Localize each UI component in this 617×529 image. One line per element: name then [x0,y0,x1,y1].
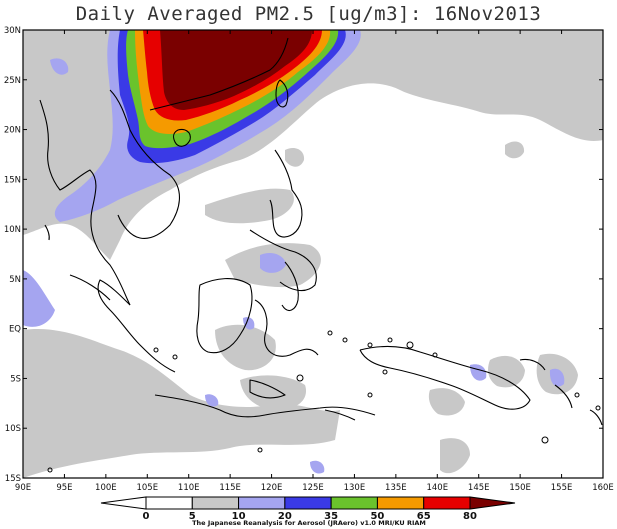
map-panel [22,29,604,479]
lat-label: 30N [4,26,21,36]
colorbar-segment [330,496,378,510]
lat-label: 15N [4,175,21,185]
lon-label: 130E [344,483,366,493]
lat-label: 10N [4,225,21,235]
data-credit: The Japanese Reanalysis for Aerosol (JRA… [192,519,426,527]
colorbar-level-label: 0 [143,511,150,522]
lon-label: 100E [95,483,117,493]
colorbar [100,496,516,510]
lon-label: 115E [219,483,241,493]
lon-label: 140E [426,483,448,493]
lon-label: 110E [178,483,200,493]
lon-label: 135E [385,483,407,493]
colorbar-level-label: 10 [232,511,246,522]
lon-label: 150E [509,483,531,493]
longitude-labels: 90E 95E 100E 105E 110E 115E 120E 125E 130E 135E 14… [15,483,614,493]
lon-label: 155E [551,483,573,493]
lat-label: 25N [4,76,21,86]
colorbar-level-label: 65 [417,511,431,522]
colorbar-segment [238,496,286,510]
lat-label: EQ [9,325,21,335]
axis-ticks [22,29,604,479]
lon-label: 145E [468,483,490,493]
colorbar-level-label: 20 [278,511,292,522]
lat-label: 10S [5,424,21,434]
map-title: Daily Averaged PM2.5 [ug/m3]: 16Nov2013 [75,3,542,25]
latitude-labels: 30N 25N 20N 15N 10N 5N EQ 5S 10S 15S [4,26,21,484]
colorbar-arrow-high [469,496,516,510]
pm25-band-over-80 [160,30,312,110]
lon-label: 125E [302,483,324,493]
colorbar-arrow-low [100,496,147,510]
colorbar-segment [191,496,240,510]
colorbar-segment [376,496,425,510]
lat-label: 5S [10,374,21,384]
lon-label: 95E [56,483,72,493]
lon-label: 105E [136,483,158,493]
lon-label: 90E [15,483,31,493]
colorbar-level-label: 35 [324,511,338,522]
colorbar-level-label: 80 [463,511,477,522]
coastlines [39,37,603,426]
colorbar-level-label: 50 [370,511,384,522]
colorbar-level-label: 5 [189,511,196,522]
colorbar-segment [145,496,193,510]
colorbar-segment [284,496,332,510]
lat-label: 20N [4,126,21,136]
lat-label: 15S [5,474,21,484]
islands [47,330,601,473]
lat-label: 5N [9,275,21,285]
colorbar-labels: 0 5 10 20 35 50 65 80 [143,511,477,522]
lon-label: 120E [261,483,283,493]
colorbar-segment [423,496,471,510]
lon-label: 160E [592,483,614,493]
